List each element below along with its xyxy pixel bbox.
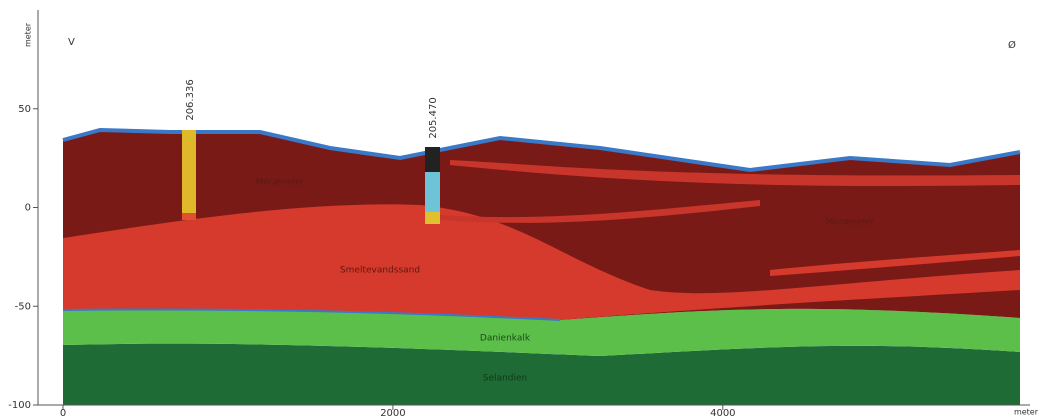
borehole [182, 130, 196, 213]
corner-label: V [68, 37, 75, 48]
x-tick-label: 2000 [380, 408, 405, 419]
x-tick-label: 0 [60, 408, 66, 419]
layer-label: Danienkalk [480, 334, 531, 344]
borehole [425, 147, 440, 172]
x-tick-label: 4000 [710, 408, 735, 419]
y-tick-label: -100 [8, 400, 31, 411]
layer-label: Moræneler [256, 178, 305, 188]
borehole-label: 206.336 [185, 79, 196, 120]
borehole [425, 212, 440, 224]
borehole-label: 205.470 [428, 97, 439, 138]
layer-label: Selandien [483, 374, 527, 384]
corner-label: Ø [1008, 39, 1016, 51]
layer-label: Smeltevandssand [340, 266, 420, 276]
cross-section: 206.336 205.470 Moræneler Smeltevandssan… [0, 0, 1041, 419]
y-tick-label: -50 [15, 301, 31, 312]
y-tick-label: 0 [25, 203, 31, 214]
x-axis-label: meter [1014, 408, 1039, 417]
borehole [425, 172, 440, 212]
borehole [182, 213, 196, 220]
y-axis-label: meter [24, 22, 33, 47]
y-tick-label: 50 [18, 104, 31, 115]
layer-label: Moræneler [826, 218, 875, 228]
